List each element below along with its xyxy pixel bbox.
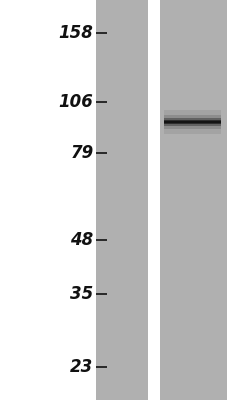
Text: 23: 23 — [70, 358, 93, 376]
Text: 48: 48 — [70, 230, 93, 248]
Text: 35: 35 — [70, 285, 93, 303]
Text: 158: 158 — [58, 24, 93, 42]
Text: 79: 79 — [70, 144, 93, 162]
Text: 106: 106 — [58, 93, 93, 111]
